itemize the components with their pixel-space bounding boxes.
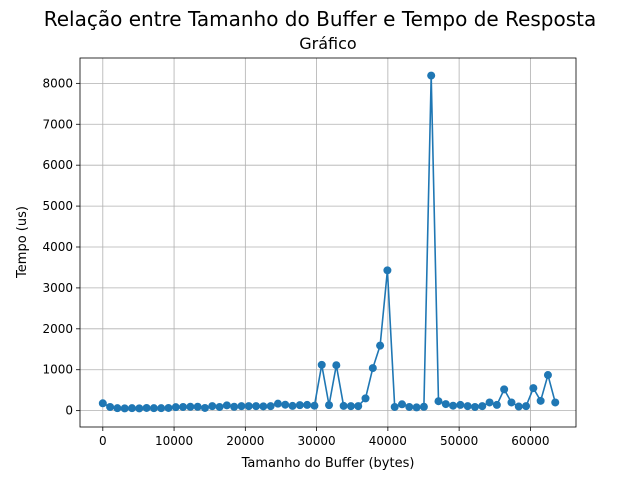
data-point — [200, 403, 209, 412]
y-tick-label: 4000 — [42, 240, 73, 254]
x-axis-label: Tamanho do Buffer (bytes) — [241, 456, 415, 471]
data-point — [376, 341, 385, 350]
data-point — [470, 402, 479, 411]
data-point — [405, 402, 414, 411]
data-point — [332, 361, 341, 370]
x-axis-ticks: 0 10000 20000 30000 40000 50000 60000 — [99, 427, 549, 448]
data-point — [310, 401, 319, 410]
x-tick-label: 30000 — [298, 434, 336, 448]
x-tick-label: 40000 — [369, 434, 407, 448]
data-point — [551, 398, 560, 407]
data-point — [383, 266, 392, 275]
data-point — [273, 399, 282, 408]
data-point — [325, 401, 334, 410]
y-tick-label: 0 — [65, 404, 73, 418]
y-tick-label: 2000 — [42, 322, 73, 336]
data-point — [427, 71, 436, 80]
x-tick-label: 60000 — [511, 434, 549, 448]
y-tick-label: 1000 — [42, 363, 73, 377]
data-point — [485, 398, 494, 407]
data-point — [492, 400, 501, 409]
data-point — [281, 400, 290, 409]
chart-title: Gráfico — [299, 34, 356, 53]
data-point — [419, 402, 428, 411]
data-point — [252, 402, 261, 411]
x-tick-label: 50000 — [440, 434, 478, 448]
data-point — [441, 400, 450, 409]
data-point — [288, 401, 297, 410]
x-tick-label: 20000 — [226, 434, 264, 448]
data-point — [259, 402, 268, 411]
data-point — [507, 398, 516, 407]
data-point — [120, 404, 129, 413]
data-point — [449, 401, 458, 410]
data-point — [303, 400, 312, 409]
data-series — [98, 71, 560, 413]
data-point — [514, 402, 523, 411]
data-point — [412, 403, 421, 412]
data-point — [346, 402, 355, 411]
chart-suptitle: Relação entre Tamanho do Buffer e Tempo … — [44, 7, 597, 31]
data-point — [339, 401, 348, 410]
data-point — [244, 402, 253, 411]
y-axis-ticks: 0 1000 2000 3000 4000 5000 6000 7000 8000 — [42, 76, 80, 418]
data-point — [317, 360, 326, 369]
y-tick-label: 7000 — [42, 117, 73, 131]
data-point — [390, 402, 399, 411]
data-point — [237, 402, 246, 411]
y-tick-label: 3000 — [42, 281, 73, 295]
data-point — [522, 402, 531, 411]
data-point — [529, 384, 538, 393]
data-point — [171, 403, 180, 412]
data-point — [478, 402, 487, 411]
data-point — [368, 364, 377, 373]
data-point — [193, 402, 202, 411]
x-tick-label: 0 — [99, 434, 107, 448]
data-point — [398, 400, 407, 409]
data-point — [106, 402, 115, 411]
y-tick-label: 8000 — [42, 76, 73, 90]
data-point — [215, 402, 224, 411]
data-point — [500, 385, 509, 394]
data-point — [135, 404, 144, 413]
grid — [80, 58, 576, 427]
data-point — [149, 404, 158, 413]
data-point — [186, 402, 195, 411]
data-point — [222, 401, 231, 410]
plot-frame — [79, 57, 577, 428]
data-point — [295, 401, 304, 410]
data-point — [543, 371, 552, 380]
data-point — [179, 402, 188, 411]
data-point — [434, 397, 443, 406]
data-point — [157, 404, 166, 413]
data-point — [113, 404, 122, 413]
data-point — [164, 403, 173, 412]
data-point — [354, 402, 363, 411]
data-point — [142, 403, 151, 412]
x-tick-label: 10000 — [155, 434, 193, 448]
series-line — [102, 74, 557, 410]
data-point — [98, 399, 107, 408]
data-point — [361, 394, 370, 403]
data-point — [536, 396, 545, 405]
data-point — [127, 404, 136, 413]
data-point — [230, 402, 239, 411]
data-point — [463, 402, 472, 411]
data-point — [266, 402, 275, 411]
y-tick-label: 5000 — [42, 199, 73, 213]
y-tick-label: 6000 — [42, 158, 73, 172]
data-point — [456, 400, 465, 409]
y-axis-label: Tempo (us) — [15, 206, 30, 279]
data-point — [208, 402, 217, 411]
